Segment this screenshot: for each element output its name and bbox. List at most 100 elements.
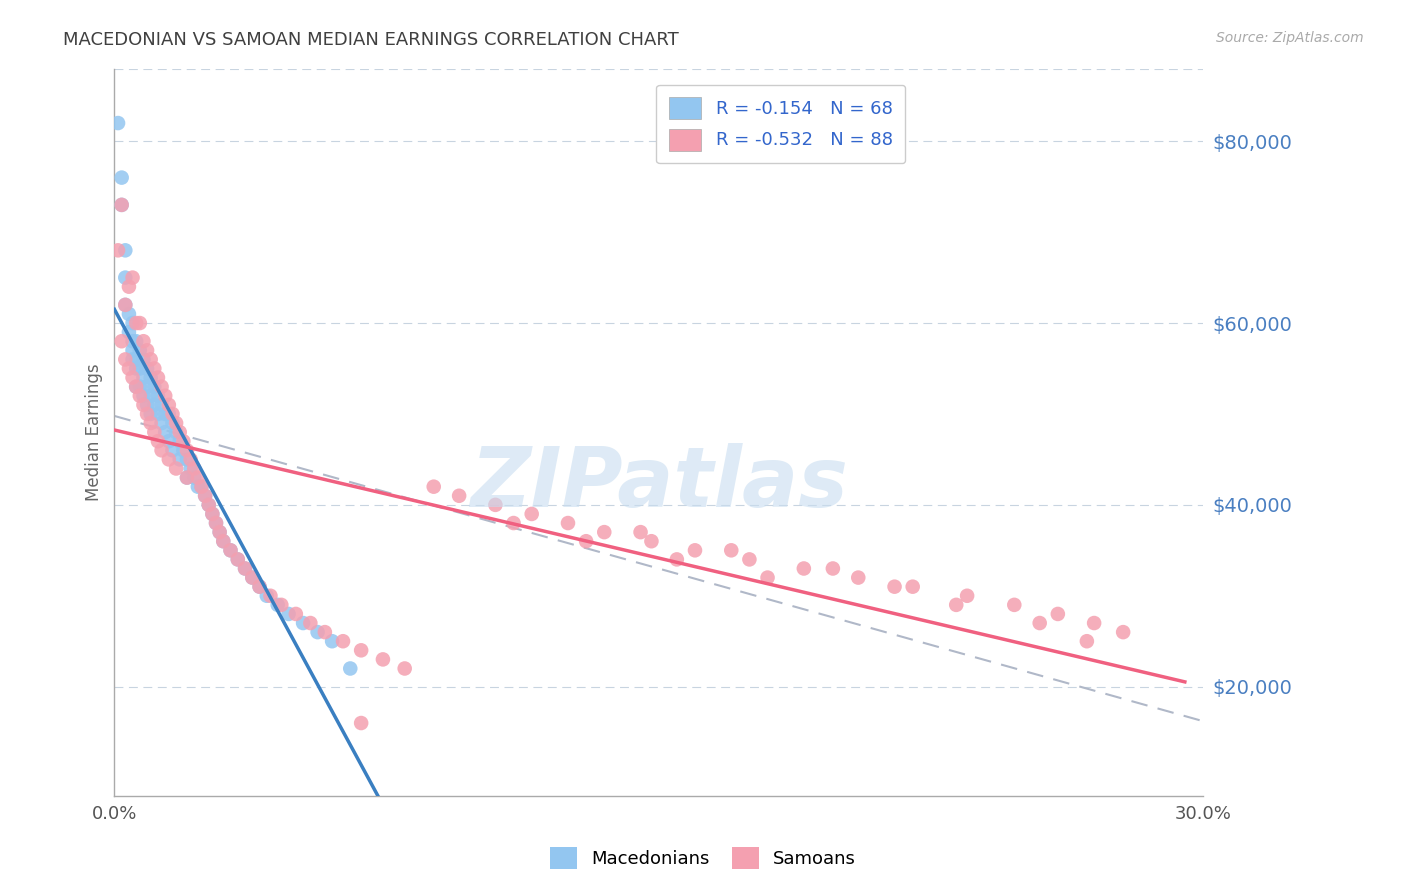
Point [118,325,141,339]
Point [197,498,219,512]
Point [394,661,416,675]
Point [155,389,177,403]
Point [176,452,198,467]
Point [139,352,162,367]
Point [277,607,299,621]
Point [321,634,343,648]
Point [121,370,143,384]
Point [314,625,336,640]
Point [240,571,263,585]
Point [292,615,315,630]
Point [125,380,148,394]
Point [121,316,143,330]
Point [157,398,180,412]
Point [259,589,281,603]
Point [226,552,249,566]
Point [180,452,202,467]
Point [111,198,134,212]
Point [139,389,162,403]
Point [146,434,169,449]
Point [114,352,136,367]
Point [307,625,329,640]
Point [190,480,212,494]
Point [212,534,235,549]
Point [125,334,148,349]
Point [846,571,869,585]
Point [630,525,652,540]
Point [332,634,354,648]
Point [114,244,136,258]
Legend: Macedonians, Samoans: Macedonians, Samoans [541,838,865,879]
Point [1083,615,1105,630]
Point [139,407,162,421]
Point [233,561,256,575]
Point [128,389,150,403]
Point [172,443,194,458]
Point [143,380,166,394]
Point [640,534,662,549]
Point [208,525,231,540]
Point [146,389,169,403]
Point [118,361,141,376]
Point [111,170,134,185]
Point [111,334,134,349]
Point [165,461,187,475]
Point [256,589,278,603]
Point [155,425,177,439]
Point [136,361,159,376]
Point [107,116,129,130]
Point [484,498,506,512]
Point [172,434,194,449]
Point [208,525,231,540]
Point [233,561,256,575]
Legend: R = -0.154   N = 68, R = -0.532   N = 88: R = -0.154 N = 68, R = -0.532 N = 88 [657,85,905,163]
Point [212,534,235,549]
Point [150,416,173,430]
Point [128,316,150,330]
Point [350,716,373,731]
Point [132,370,155,384]
Text: MACEDONIAN VS SAMOAN MEDIAN EARNINGS CORRELATION CHART: MACEDONIAN VS SAMOAN MEDIAN EARNINGS COR… [63,31,679,49]
Point [665,552,688,566]
Point [183,461,205,475]
Y-axis label: Median Earnings: Median Earnings [86,363,103,501]
Point [201,507,224,521]
Point [194,489,217,503]
Point [157,407,180,421]
Point [183,470,205,484]
Point [143,425,166,439]
Point [821,561,844,575]
Text: Source: ZipAtlas.com: Source: ZipAtlas.com [1216,31,1364,45]
Point [143,398,166,412]
Point [720,543,742,558]
Point [249,580,271,594]
Point [793,561,815,575]
Point [169,425,191,439]
Point [270,598,292,612]
Point [132,389,155,403]
Point [157,434,180,449]
Point [111,198,134,212]
Point [169,434,191,449]
Point [165,425,187,439]
Point [240,571,263,585]
Point [114,270,136,285]
Point [132,398,155,412]
Point [267,598,290,612]
Point [219,543,242,558]
Point [194,489,217,503]
Point [139,370,162,384]
Point [190,480,212,494]
Point [114,298,136,312]
Point [249,580,271,594]
Point [339,661,361,675]
Point [169,452,191,467]
Point [205,516,228,530]
Point [350,643,373,657]
Point [125,380,148,394]
Point [136,380,159,394]
Point [449,489,471,503]
Point [557,516,579,530]
Point [121,343,143,358]
Point [128,380,150,394]
